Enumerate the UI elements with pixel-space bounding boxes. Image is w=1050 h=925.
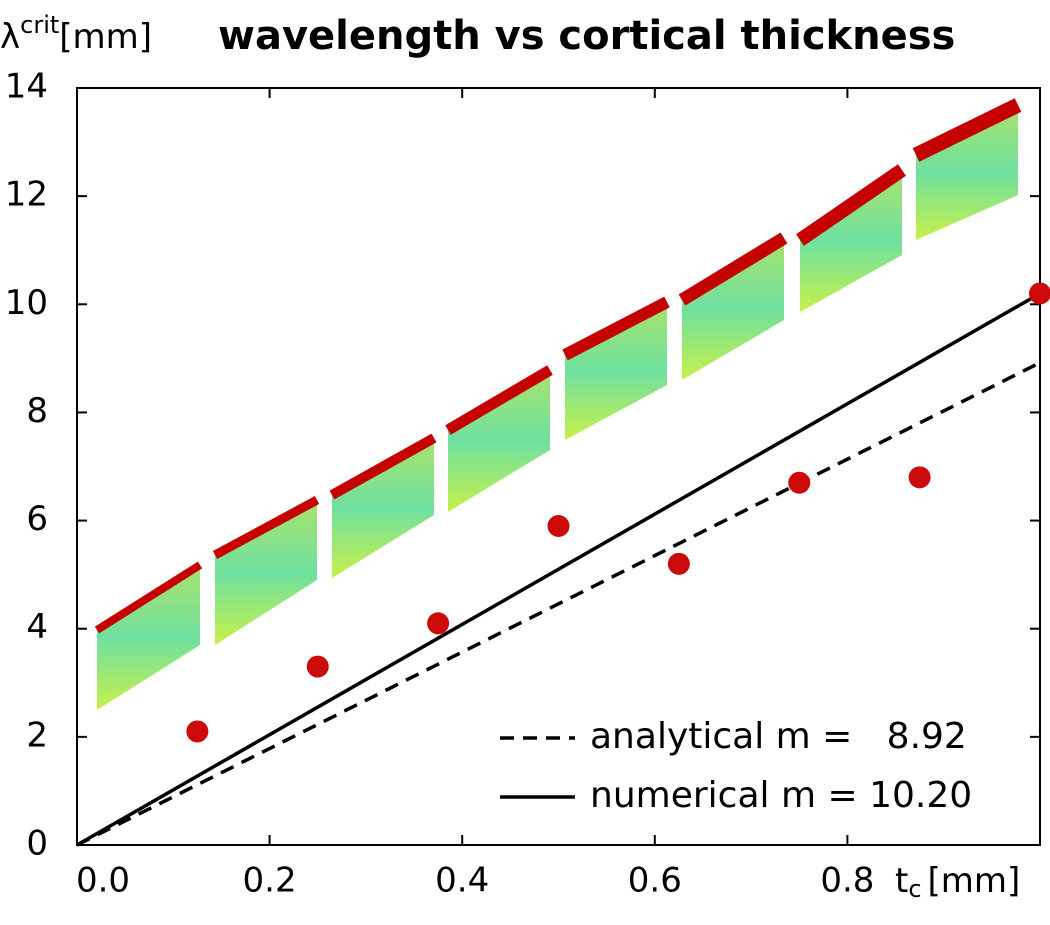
y-tick-label: 8 [26, 391, 48, 431]
panel-edge [94, 561, 203, 634]
y-tick-label: 4 [26, 607, 48, 647]
x-tick-label: 0.4 [435, 861, 489, 901]
y-tick-label: 10 [5, 283, 48, 323]
panel-edge [678, 232, 788, 306]
series-line [76, 361, 1041, 847]
panel [682, 238, 784, 380]
data-point [1029, 282, 1050, 305]
panel-edge [329, 433, 437, 500]
legend-label: numerical m = 10.20 [590, 775, 972, 816]
panel [215, 500, 317, 645]
panel-edge [445, 365, 553, 435]
panel [332, 438, 434, 578]
x-axis-label: tc [mm] [895, 861, 1020, 904]
y-label-unit: [mm] [59, 17, 152, 57]
panel-edge [796, 164, 906, 246]
panel [916, 105, 1018, 240]
x-tick-label: 0.2 [243, 861, 297, 901]
y-tick-label: 0 [26, 824, 48, 864]
panel-edge [562, 296, 670, 361]
legend-label: analytical m = 8.92 [590, 716, 967, 757]
plot-frame [76, 87, 1041, 846]
series-line [76, 291, 1041, 847]
y-tick-label: 14 [5, 67, 48, 107]
data-point [427, 612, 450, 635]
panel [565, 302, 667, 440]
x-tick-label: 0.0 [76, 861, 130, 901]
x-tick-label: 0.8 [820, 861, 874, 901]
x-label-sub: c [908, 875, 921, 903]
data-point [547, 514, 570, 537]
chart-title: wavelength vs cortical thickness [218, 13, 955, 59]
data-point [186, 720, 209, 743]
y-tick-label: 2 [26, 715, 48, 755]
simulation-panels [94, 98, 1022, 710]
x-tick-label: 0.6 [628, 861, 682, 901]
panel-edge [912, 98, 1022, 162]
panel [97, 565, 200, 710]
data-point [908, 466, 931, 489]
y-label-sup: crit [20, 11, 59, 39]
panel [448, 370, 550, 512]
x-label-unit: [mm] [928, 861, 1021, 901]
y-label-symbol: λ [0, 17, 20, 57]
data-point [306, 655, 329, 678]
data-point [788, 471, 811, 494]
panel-edge [212, 496, 320, 559]
data-point [667, 552, 690, 575]
y-tick-label: 12 [5, 175, 48, 215]
panel [800, 170, 902, 312]
x-label-symbol: t [895, 861, 908, 901]
y-axis-label: λcrit[mm] [0, 11, 152, 57]
y-tick-label: 6 [26, 499, 48, 539]
